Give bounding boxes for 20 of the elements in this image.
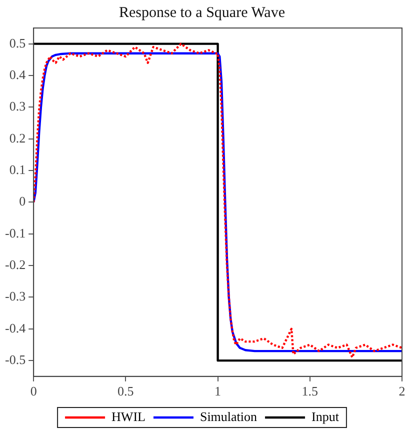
y-tick-label: 0.3	[9, 98, 26, 114]
legend-label: Simulation	[200, 408, 258, 424]
x-tick-label: 1.5	[302, 384, 318, 399]
legend-label: Input	[312, 408, 340, 424]
y-tick-label: -0.2	[4, 256, 26, 272]
x-tick-label: 0	[30, 384, 37, 399]
y-tick-label: 0.1	[9, 162, 26, 177]
y-tick-label: -0.1	[4, 225, 26, 240]
y-tick-label: 0.5	[9, 35, 26, 50]
legend-label: HWIL	[112, 408, 146, 424]
y-tick-label: -0.3	[4, 288, 26, 304]
y-tick-label: 0.2	[9, 130, 26, 146]
chart-title: Response to a Square Wave	[119, 4, 286, 21]
y-tick-label: -0.4	[4, 320, 26, 336]
x-tick-label: 2	[398, 384, 406, 399]
y-tick-label: 0	[19, 194, 26, 209]
x-tick-label: 0.5	[118, 384, 134, 399]
y-tick-label: -0.5	[4, 352, 26, 367]
y-tick-label: 0.4	[9, 66, 26, 82]
x-tick-label: 1	[214, 384, 222, 399]
